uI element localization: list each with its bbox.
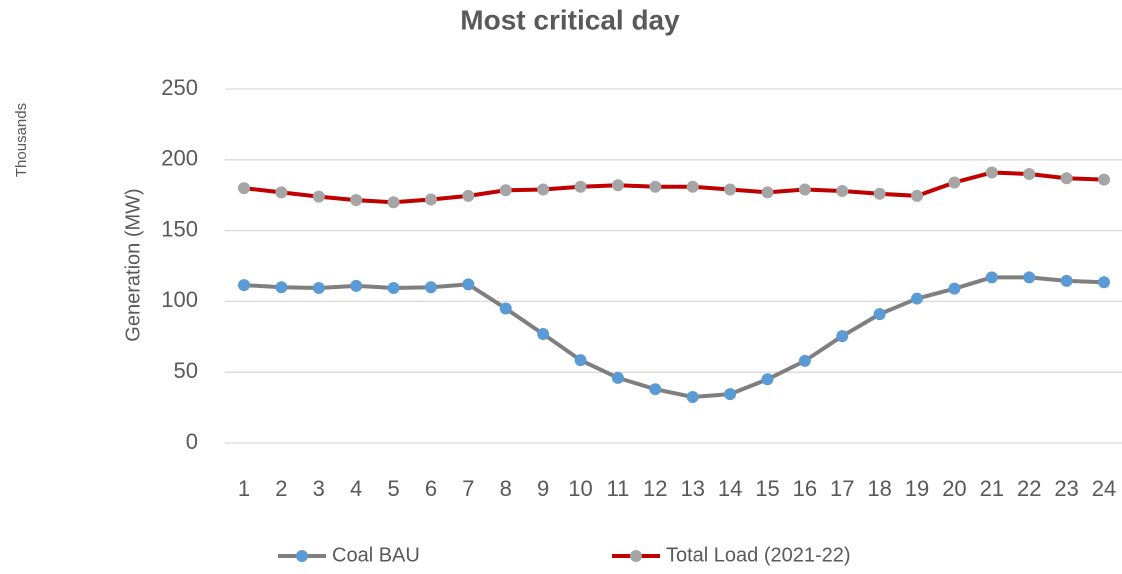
x-tick-label: 24 bbox=[1092, 476, 1116, 501]
series-line bbox=[243, 170, 1105, 205]
data-point bbox=[537, 327, 550, 340]
data-point bbox=[1023, 271, 1036, 284]
data-point bbox=[724, 183, 737, 196]
data-point bbox=[948, 282, 961, 295]
y-tick-label: 200 bbox=[161, 146, 198, 171]
x-tick-label: 17 bbox=[830, 476, 854, 501]
x-tick-label: 3 bbox=[313, 476, 325, 501]
data-point bbox=[537, 183, 550, 196]
data-point bbox=[275, 281, 288, 294]
data-point bbox=[574, 180, 587, 193]
x-tick-label: 16 bbox=[793, 476, 817, 501]
x-tick-label: 9 bbox=[537, 476, 549, 501]
y-tick-label: 100 bbox=[161, 287, 198, 312]
data-point bbox=[724, 388, 737, 401]
data-point bbox=[350, 194, 363, 207]
x-tick-label: 12 bbox=[643, 476, 667, 501]
data-point bbox=[312, 281, 325, 294]
data-point bbox=[238, 182, 250, 195]
series-line bbox=[243, 275, 1105, 399]
x-tick-label: 23 bbox=[1054, 476, 1078, 501]
legend-label: Total Load (2021-22) bbox=[666, 544, 851, 566]
data-point bbox=[761, 373, 774, 386]
y-axis-title: Generation (MW) bbox=[122, 188, 144, 341]
data-point bbox=[798, 354, 811, 367]
data-point bbox=[312, 190, 325, 203]
x-tick-label: 15 bbox=[755, 476, 779, 501]
x-tick-label: 4 bbox=[350, 476, 362, 501]
data-point bbox=[424, 281, 437, 294]
x-tick-label: 1 bbox=[238, 476, 250, 501]
data-point bbox=[275, 186, 288, 199]
x-tick-label: 6 bbox=[425, 476, 437, 501]
y-tick-label: 250 bbox=[161, 75, 198, 100]
x-tick-label: 18 bbox=[867, 476, 891, 501]
data-point bbox=[1023, 167, 1036, 180]
data-point bbox=[499, 302, 512, 315]
data-point bbox=[836, 184, 849, 197]
data-point bbox=[985, 271, 998, 284]
x-tick-label: 20 bbox=[942, 476, 966, 501]
x-tick-label: 11 bbox=[606, 476, 629, 501]
x-tick-label: 21 bbox=[980, 476, 1004, 501]
data-point bbox=[873, 308, 886, 321]
data-point bbox=[836, 330, 849, 343]
y-units: Thousands bbox=[13, 103, 30, 177]
data-point bbox=[649, 180, 662, 193]
x-tick-label: 5 bbox=[387, 476, 399, 501]
legend-marker bbox=[630, 550, 642, 562]
x-tick-label: 8 bbox=[500, 476, 512, 501]
data-point bbox=[238, 279, 250, 292]
data-point bbox=[387, 196, 400, 209]
y-tick-label: 0 bbox=[186, 429, 198, 454]
data-point bbox=[1060, 172, 1073, 185]
legend-label: Coal BAU bbox=[332, 544, 420, 566]
x-tick-label: 13 bbox=[680, 476, 704, 501]
data-point bbox=[499, 184, 512, 197]
x-tick-label: 19 bbox=[905, 476, 929, 501]
x-tick-label: 10 bbox=[568, 476, 592, 501]
data-point bbox=[873, 187, 886, 200]
data-point bbox=[649, 383, 662, 396]
data-point bbox=[948, 176, 961, 189]
chart-title: Most critical day bbox=[460, 4, 680, 35]
data-point bbox=[686, 180, 699, 193]
y-tick-label: 50 bbox=[174, 358, 198, 383]
data-point bbox=[611, 179, 624, 192]
data-point bbox=[1060, 274, 1073, 287]
y-tick-label: 150 bbox=[161, 216, 198, 241]
data-point bbox=[911, 189, 924, 202]
data-point bbox=[985, 166, 998, 179]
data-point bbox=[761, 186, 774, 199]
data-point bbox=[462, 189, 475, 202]
data-point bbox=[798, 183, 811, 196]
data-point bbox=[387, 281, 400, 294]
data-point bbox=[424, 193, 437, 206]
data-point bbox=[462, 278, 475, 291]
data-point bbox=[1098, 276, 1110, 289]
x-tick-label: 2 bbox=[275, 476, 287, 501]
data-point bbox=[350, 279, 363, 292]
x-tick-label: 7 bbox=[462, 476, 474, 501]
data-point bbox=[686, 390, 699, 403]
data-point bbox=[574, 354, 587, 367]
data-point bbox=[911, 292, 924, 305]
x-tick-label: 14 bbox=[718, 476, 742, 501]
data-point bbox=[1098, 173, 1110, 186]
legend-marker bbox=[296, 550, 308, 562]
x-tick-label: 22 bbox=[1017, 476, 1041, 501]
data-point bbox=[611, 371, 624, 384]
